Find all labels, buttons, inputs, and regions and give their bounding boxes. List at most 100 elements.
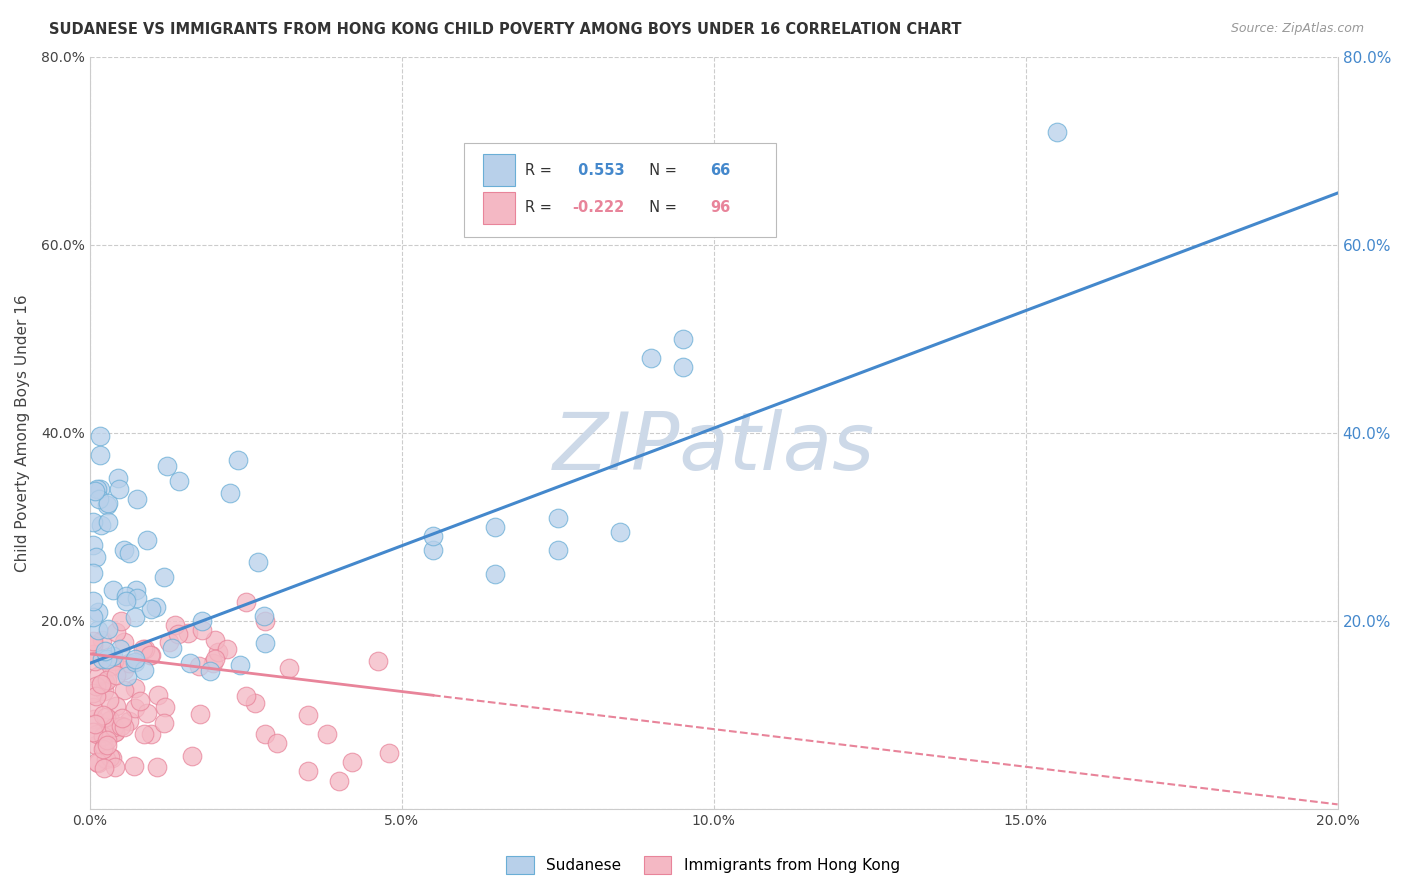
Text: R =: R = bbox=[526, 163, 557, 178]
Point bbox=[87, 669, 110, 683]
Point bbox=[191, 615, 214, 629]
Point bbox=[139, 648, 162, 663]
Point bbox=[124, 759, 146, 773]
Point bbox=[247, 555, 270, 569]
Point bbox=[328, 773, 350, 788]
Point bbox=[145, 760, 167, 774]
Point bbox=[191, 624, 214, 638]
Text: ZIPatlas: ZIPatlas bbox=[553, 409, 875, 487]
Point bbox=[82, 538, 104, 552]
Point bbox=[97, 622, 120, 636]
Point bbox=[155, 700, 177, 714]
Point bbox=[98, 749, 121, 764]
Point bbox=[89, 429, 111, 443]
Point bbox=[90, 677, 112, 691]
Point bbox=[235, 690, 257, 704]
Point bbox=[129, 693, 152, 707]
Point bbox=[204, 632, 226, 647]
Point bbox=[155, 459, 177, 474]
Text: SUDANESE VS IMMIGRANTS FROM HONG KONG CHILD POVERTY AMONG BOYS UNDER 16 CORRELAT: SUDANESE VS IMMIGRANTS FROM HONG KONG CH… bbox=[49, 22, 962, 37]
Point bbox=[124, 609, 146, 624]
Point bbox=[96, 673, 118, 687]
Point bbox=[124, 651, 146, 665]
Point bbox=[201, 657, 224, 671]
Point bbox=[217, 642, 239, 657]
Text: 66: 66 bbox=[710, 163, 730, 178]
Point bbox=[139, 648, 162, 662]
Point bbox=[93, 761, 115, 775]
Point bbox=[125, 583, 148, 598]
Point bbox=[181, 749, 204, 764]
Point bbox=[124, 681, 146, 695]
Point bbox=[84, 690, 107, 704]
Point bbox=[118, 546, 141, 560]
Point bbox=[115, 669, 138, 683]
Point bbox=[104, 760, 127, 774]
Point bbox=[132, 663, 155, 677]
Point bbox=[484, 566, 506, 581]
Point bbox=[89, 449, 111, 463]
Point bbox=[229, 658, 252, 673]
Point bbox=[139, 727, 162, 741]
Point bbox=[110, 614, 132, 628]
Point bbox=[146, 688, 169, 702]
Point bbox=[207, 645, 229, 659]
Point bbox=[91, 742, 114, 756]
Point bbox=[115, 593, 138, 607]
Point bbox=[87, 605, 110, 619]
Point bbox=[105, 667, 128, 681]
Point bbox=[112, 682, 135, 697]
Point bbox=[609, 524, 631, 539]
Point bbox=[547, 543, 569, 558]
Point bbox=[179, 657, 201, 671]
Point bbox=[187, 658, 209, 673]
Point bbox=[83, 654, 105, 668]
Point bbox=[124, 701, 146, 715]
Point bbox=[177, 626, 200, 640]
Point bbox=[112, 664, 135, 678]
Point bbox=[136, 706, 159, 720]
Point bbox=[163, 618, 186, 632]
Point bbox=[96, 710, 118, 724]
Point bbox=[90, 518, 112, 533]
Point bbox=[103, 725, 125, 739]
Point bbox=[484, 520, 506, 534]
Point bbox=[94, 675, 117, 690]
Point bbox=[188, 707, 211, 722]
Point bbox=[243, 696, 266, 710]
Point bbox=[96, 498, 118, 512]
Point bbox=[112, 542, 135, 557]
Point bbox=[90, 633, 112, 648]
Point bbox=[82, 594, 104, 608]
Point bbox=[162, 641, 184, 656]
Point bbox=[96, 732, 118, 747]
Point bbox=[86, 738, 108, 752]
Point bbox=[103, 720, 125, 734]
Point bbox=[367, 654, 389, 668]
Point bbox=[316, 727, 339, 741]
Point bbox=[82, 638, 104, 652]
Point bbox=[340, 755, 363, 769]
Text: N =: N = bbox=[640, 201, 682, 215]
Point bbox=[112, 720, 135, 734]
Point bbox=[547, 510, 569, 524]
Point bbox=[167, 475, 190, 489]
Point bbox=[110, 642, 132, 657]
Point bbox=[153, 715, 176, 730]
Point bbox=[104, 725, 127, 739]
Y-axis label: Child Poverty Among Boys Under 16: Child Poverty Among Boys Under 16 bbox=[15, 294, 30, 572]
Point bbox=[218, 485, 240, 500]
Point bbox=[378, 746, 401, 760]
FancyBboxPatch shape bbox=[464, 144, 776, 237]
Point bbox=[107, 471, 129, 485]
Point bbox=[153, 570, 176, 584]
Point bbox=[253, 609, 276, 624]
Text: R =: R = bbox=[526, 201, 557, 215]
Point bbox=[97, 515, 120, 529]
Point bbox=[103, 648, 125, 663]
Point bbox=[82, 515, 104, 529]
Text: N =: N = bbox=[640, 163, 682, 178]
Point bbox=[297, 764, 319, 779]
Point bbox=[141, 601, 163, 615]
Point bbox=[235, 595, 257, 609]
